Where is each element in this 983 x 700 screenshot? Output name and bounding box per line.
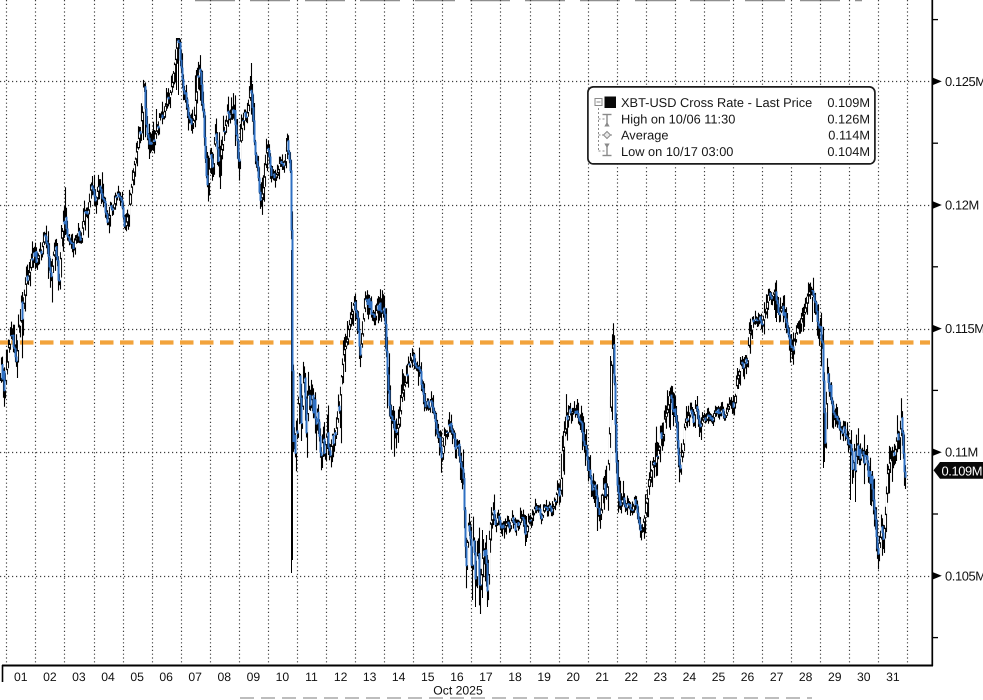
svg-text:05: 05 [130, 670, 144, 684]
svg-text:15: 15 [421, 670, 435, 684]
svg-text:30: 30 [857, 670, 871, 684]
svg-text:02: 02 [43, 670, 57, 684]
svg-text:01: 01 [14, 670, 28, 684]
svg-text:18: 18 [508, 670, 522, 684]
svg-text:0.115M: 0.115M [945, 321, 983, 336]
svg-text:Average: Average [621, 128, 668, 143]
svg-text:22: 22 [625, 670, 639, 684]
svg-text:0.109M: 0.109M [827, 95, 870, 110]
svg-text:0.109M: 0.109M [942, 463, 983, 478]
svg-text:25: 25 [712, 670, 726, 684]
svg-text:26: 26 [741, 670, 755, 684]
svg-text:04: 04 [101, 670, 115, 684]
svg-text:06: 06 [159, 670, 173, 684]
svg-text:28: 28 [799, 670, 813, 684]
svg-text:19: 19 [537, 670, 551, 684]
svg-text:23: 23 [654, 670, 668, 684]
svg-text:20: 20 [566, 670, 580, 684]
svg-text:10: 10 [276, 670, 290, 684]
svg-text:11: 11 [305, 670, 318, 684]
svg-text:12: 12 [334, 670, 348, 684]
svg-text:0.105M: 0.105M [945, 568, 983, 583]
svg-text:16: 16 [450, 670, 464, 684]
svg-text:29: 29 [828, 670, 842, 684]
svg-text:0.12M: 0.12M [945, 198, 979, 213]
svg-text:17: 17 [479, 670, 493, 684]
svg-text:High on 10/06 11:30: High on 10/06 11:30 [621, 112, 735, 127]
svg-text:0.114M: 0.114M [828, 128, 870, 143]
svg-text:0.125M: 0.125M [945, 74, 983, 89]
svg-text:Low on 10/17 03:00: Low on 10/17 03:00 [621, 144, 733, 159]
svg-text:21: 21 [595, 670, 609, 684]
svg-text:Oct 2025: Oct 2025 [433, 684, 483, 698]
svg-text:24: 24 [683, 670, 697, 684]
svg-text:0.126M: 0.126M [827, 112, 870, 127]
svg-text:14: 14 [392, 670, 406, 684]
svg-text:09: 09 [247, 670, 261, 684]
svg-text:0.11M: 0.11M [945, 445, 978, 460]
svg-text:XBT-USD Cross Rate - Last Pric: XBT-USD Cross Rate - Last Price [621, 95, 812, 110]
svg-text:03: 03 [72, 670, 86, 684]
svg-text:27: 27 [770, 670, 784, 684]
svg-text:07: 07 [188, 670, 202, 684]
svg-text:0.104M: 0.104M [827, 144, 870, 159]
svg-text:08: 08 [218, 670, 232, 684]
svg-text:31: 31 [886, 670, 900, 684]
svg-text:13: 13 [363, 670, 377, 684]
